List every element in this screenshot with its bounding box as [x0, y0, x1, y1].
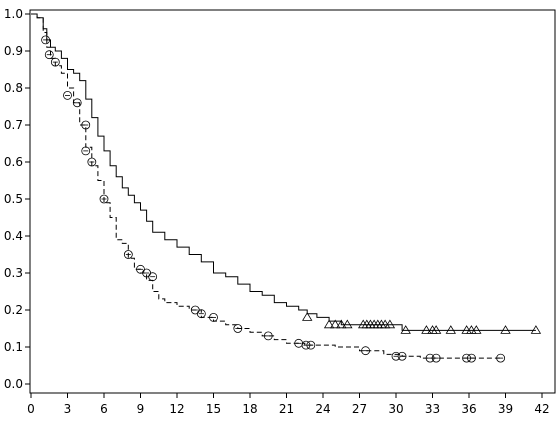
y-tick-label: 0.7 [4, 118, 23, 132]
censor-marker-circle [99, 194, 109, 204]
censor-marker-circle [431, 353, 441, 363]
x-tick-label: 33 [425, 402, 440, 416]
censor-marker-circle [41, 35, 50, 45]
y-tick-label: 0.6 [4, 155, 23, 169]
series-line [31, 13, 536, 331]
censor-marker-circle [361, 346, 370, 356]
censor-marker-circle [196, 309, 206, 319]
x-tick-label: 12 [169, 402, 184, 416]
x-tick-label: 30 [388, 402, 403, 416]
y-tick-label: 0.5 [4, 192, 23, 206]
censor-marker-circle [467, 353, 476, 363]
censor-marker-triangle [336, 319, 347, 329]
series-2 [31, 13, 506, 363]
x-tick-label: 27 [352, 402, 367, 416]
censor-marker-circle [123, 250, 133, 259]
x-axis: 0 3 6 9 12 15 18 21 24 27 30 33 36 39 42 [27, 393, 550, 416]
y-axis: 0.0 0.1 0.2 0.3 0.4 0.5 0.6 0.7 0.8 0.9 1.0 [4, 7, 30, 391]
censor-marker-circle [496, 353, 506, 363]
censor-marker-circle [81, 120, 91, 130]
x-tick-label: 15 [206, 402, 221, 416]
y-tick-label: 0.2 [4, 303, 23, 317]
censor-marker-circle [397, 351, 407, 361]
censor-marker-circle [233, 324, 243, 333]
x-tick-label: 9 [137, 402, 145, 416]
censor-marker-triangle [400, 325, 411, 334]
censor-marker-circle [81, 146, 91, 156]
y-tick-label: 1.0 [4, 7, 23, 21]
censor-marker-triangle [342, 319, 353, 329]
x-tick-label: 3 [64, 402, 72, 416]
censor-marker-circle [44, 50, 54, 60]
censor-marker-triangle [430, 325, 442, 334]
plot-frame [29, 9, 556, 394]
censor-marker-triangle [500, 325, 511, 334]
x-tick-label: 42 [534, 402, 549, 416]
censor-marker-triangle [384, 319, 396, 329]
censor-marker-circle [63, 91, 72, 100]
censor-marker-circle [148, 272, 158, 282]
censor-marker-circle [263, 331, 273, 341]
x-tick-label: 24 [315, 402, 330, 416]
censor-marker-triangle [530, 325, 542, 334]
censor-marker-circle [209, 312, 218, 322]
x-tick-label: 21 [279, 402, 294, 416]
x-tick-label: 0 [27, 402, 35, 416]
y-tick-label: 0.3 [4, 266, 23, 280]
y-tick-label: 0.8 [4, 81, 23, 95]
censor-marker-triangle [329, 319, 341, 329]
series-layer [31, 13, 542, 363]
y-tick-label: 0.1 [4, 340, 23, 354]
censor-marker-triangle [445, 325, 457, 334]
series-1 [31, 13, 542, 334]
censor-marker-circle [50, 57, 60, 67]
y-tick-label: 0.4 [4, 229, 23, 243]
censor-marker-circle [87, 157, 97, 167]
censor-marker-circle [72, 98, 82, 108]
censor-marker-circle [306, 340, 316, 350]
censor-marker-triangle [421, 325, 432, 334]
censor-marker-triangle [323, 319, 335, 329]
x-tick-label: 18 [242, 402, 257, 416]
x-tick-label: 39 [498, 402, 513, 416]
x-tick-label: 6 [100, 402, 108, 416]
x-tick-label: 36 [461, 402, 476, 416]
censor-marker-triangle [471, 325, 482, 334]
y-tick-label: 0.0 [4, 377, 23, 391]
y-tick-label: 0.9 [4, 44, 23, 58]
censor-marker-triangle [301, 312, 313, 321]
